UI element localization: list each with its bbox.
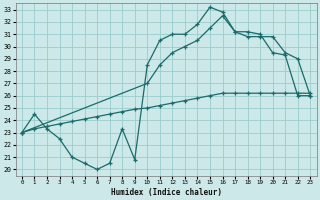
X-axis label: Humidex (Indice chaleur): Humidex (Indice chaleur) [111, 188, 221, 197]
